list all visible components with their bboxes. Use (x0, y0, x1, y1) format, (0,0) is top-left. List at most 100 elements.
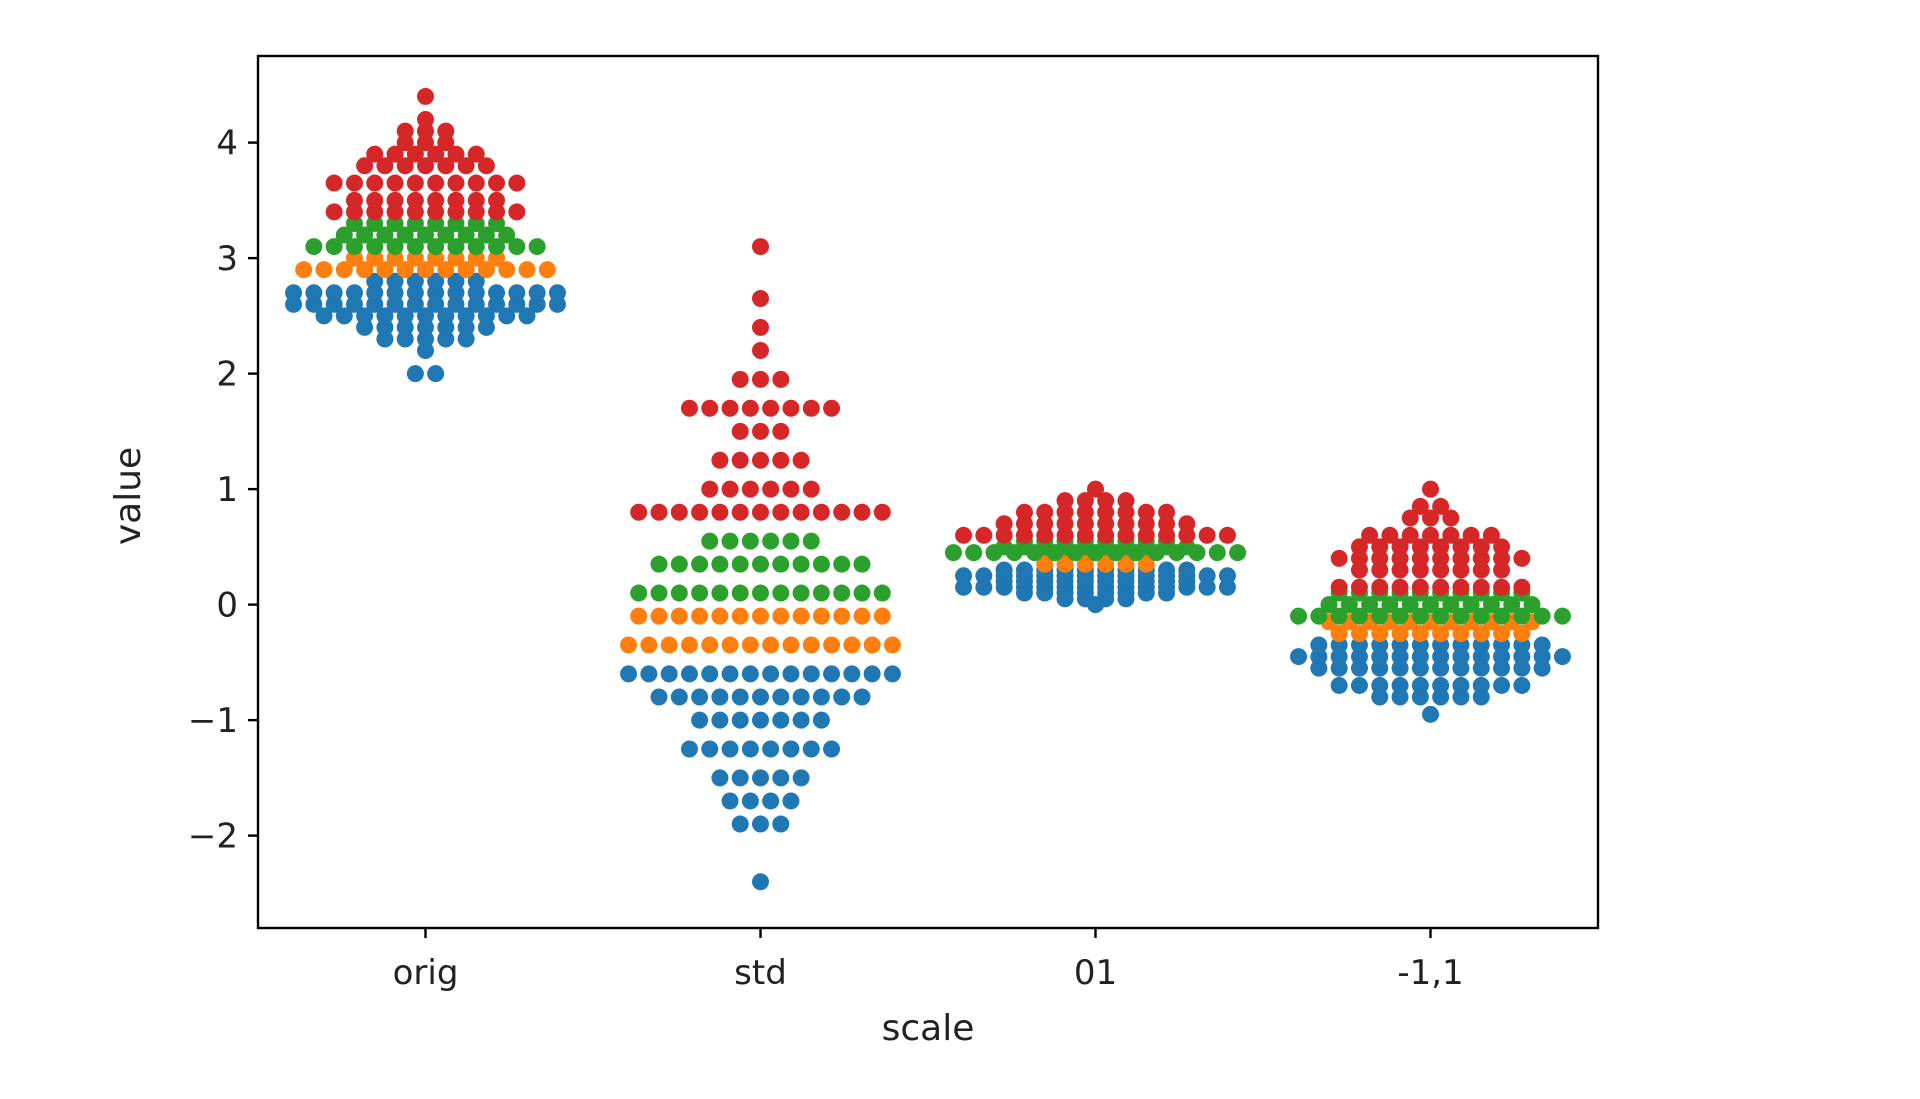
data-point (1076, 492, 1094, 510)
data-point (1178, 515, 1196, 533)
data-point (1422, 596, 1439, 614)
data-point (356, 226, 374, 244)
data-point (1452, 607, 1470, 625)
data-point (955, 526, 973, 544)
data-point (1310, 636, 1328, 654)
data-point (691, 503, 709, 521)
data-point (772, 815, 790, 833)
data-point (1218, 526, 1236, 544)
data-point (1432, 624, 1450, 642)
data-point (833, 503, 851, 521)
data-point (386, 145, 404, 163)
data-point (1432, 578, 1450, 596)
data-point (1330, 578, 1348, 596)
data-point (1361, 526, 1379, 544)
data-point (792, 688, 810, 706)
data-point (772, 370, 790, 388)
data-point (721, 532, 739, 550)
data-point (630, 607, 648, 625)
data-point (812, 503, 830, 521)
data-point (731, 451, 749, 469)
data-point (457, 307, 475, 325)
data-point (711, 711, 729, 729)
data-point (406, 191, 424, 209)
data-point (853, 607, 871, 625)
data-point (325, 174, 343, 192)
data-point (1493, 607, 1511, 625)
data-point (762, 532, 780, 550)
data-point (1411, 497, 1429, 515)
data-point (853, 584, 871, 602)
data-point (386, 191, 404, 209)
data-point (650, 607, 668, 625)
data-point (752, 815, 769, 833)
data-point (1391, 578, 1409, 596)
data-point (660, 665, 678, 683)
data-point (1513, 578, 1531, 596)
data-point (437, 157, 455, 175)
data-point (1361, 596, 1379, 614)
data-point (1411, 624, 1429, 642)
data-point (518, 261, 536, 279)
data-point (457, 226, 475, 244)
data-point (396, 261, 414, 279)
data-point (427, 238, 445, 256)
data-point (1229, 544, 1247, 562)
data-point (366, 145, 384, 163)
data-point (376, 261, 394, 279)
data-point (406, 174, 424, 192)
data-point (1097, 492, 1115, 510)
data-point (335, 307, 353, 325)
data-point (1371, 578, 1389, 596)
data-point (731, 688, 749, 706)
data-point (335, 261, 353, 279)
data-point (538, 261, 556, 279)
data-point (1472, 578, 1490, 596)
data-point (488, 238, 506, 256)
data-point (741, 399, 759, 417)
data-point (1432, 538, 1450, 556)
data-point (417, 307, 434, 325)
data-point (741, 740, 759, 758)
data-point (1350, 607, 1368, 625)
data-point (670, 584, 688, 602)
data-point (782, 399, 800, 417)
data-point (670, 555, 688, 573)
data-point (335, 226, 353, 244)
data-point (731, 769, 749, 787)
x-tick-label: 01 (1074, 953, 1117, 993)
data-point (406, 365, 424, 383)
data-point (995, 561, 1013, 579)
data-point (1015, 503, 1033, 521)
data-point (731, 555, 749, 573)
axes-frame (256, 54, 1600, 930)
data-point (467, 238, 485, 256)
data-point (640, 665, 658, 683)
data-point (1432, 676, 1450, 694)
data-point (1340, 596, 1358, 614)
data-point (752, 503, 769, 521)
data-point (1218, 567, 1236, 585)
data-point (772, 769, 790, 787)
data-point (955, 567, 973, 585)
data-point (802, 480, 820, 498)
data-point (833, 688, 851, 706)
data-point (1371, 607, 1389, 625)
data-point (721, 636, 739, 654)
data-point (965, 544, 983, 562)
data-point (721, 399, 739, 417)
data-point (711, 584, 729, 602)
data-point (305, 238, 323, 256)
data-point (1371, 676, 1389, 694)
data-point (752, 555, 769, 573)
data-point (853, 555, 871, 573)
data-point (315, 307, 333, 325)
data-point (701, 399, 719, 417)
data-point (1422, 480, 1439, 498)
data-point (1036, 503, 1054, 521)
data-point (427, 191, 445, 209)
data-point (680, 740, 698, 758)
data-point (1452, 538, 1470, 556)
data-point (1198, 526, 1216, 544)
data-point (528, 284, 546, 302)
